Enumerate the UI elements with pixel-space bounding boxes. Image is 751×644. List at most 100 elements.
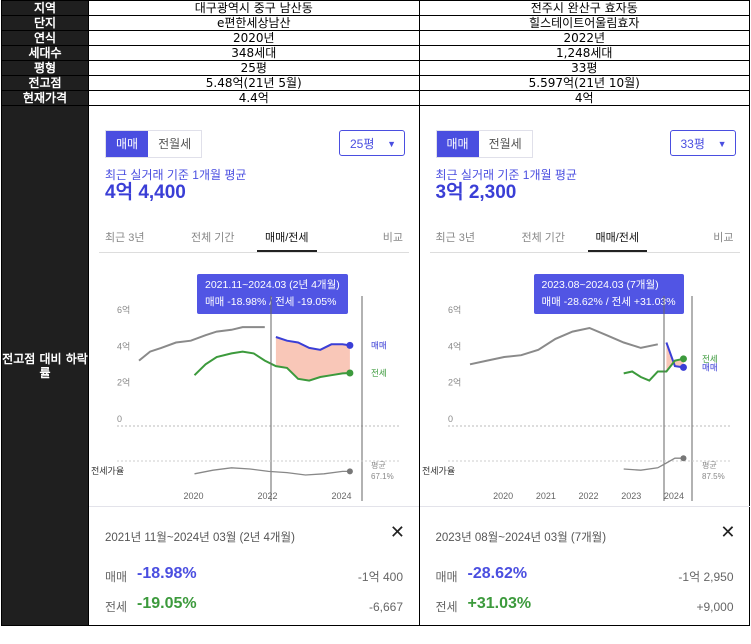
right-region: 전주시 완산구 효자동 [418,0,750,16]
left-pyeong: 25평 [88,60,420,76]
avg-ratio: 67.1% [371,472,394,481]
ratio-line [194,467,350,476]
tab-sale-jeonse[interactable]: 매매/전세 [257,224,317,252]
row-label-year: 연식 [1,30,89,46]
left-current: 4.4억 [88,90,420,106]
ratio-label: 전세가율 [422,466,455,476]
row-label-drop: 전고점 대비 하락률 [1,105,89,626]
jeonse-line [622,357,684,382]
tab-sale[interactable]: 매매 [106,131,149,157]
summary-sale-amount: -1억 400 [357,570,403,584]
avg-tag: 평균 [702,460,717,470]
summary-sale-row: 매매 -18.98% -1억 400 [105,565,403,589]
row-label-pyeong: 평형 [1,60,89,76]
right-pyeong: 33평 [418,60,750,76]
jeonse-end-dot [346,369,354,377]
row-label-region: 지역 [1,0,89,16]
tooltip-range: 2023.08~2024.03 (7개월) [541,279,659,291]
period-tabs: 최근 3년 전체 기간 매매/전세 비교 [99,224,409,253]
left-peak: 5.48억(21년 5월) [88,75,420,91]
summary-jeonse-pct: +31.03% [467,595,532,612]
avg-ratio: 87.5% [702,472,725,481]
left-region: 대구광역시 중구 남산동 [88,0,420,16]
summary-jeonse-amount: -6,667 [368,600,403,614]
x-tick-label: 2023 [621,491,641,501]
right-current: 4억 [418,90,750,106]
tab-rent[interactable]: 전월세 [158,137,192,151]
right-complex: 힐스테이트어울림효자 [418,15,750,31]
summary-jeonse-pct: -19.05% [137,595,197,612]
summary-jeonse-amount: +9,000 [696,600,734,614]
y-tick-label: 0 [117,414,122,424]
range-summary: 2021년 11월~2024년 03월 (2년 4개월) ✕ 매매 -18.98… [89,506,419,626]
summary-sale-pct: -28.62% [467,565,528,582]
close-icon[interactable]: ✕ [720,522,736,542]
size-select-value: 33평 [680,137,705,151]
y-tick-label: 6억 [117,304,130,315]
tab-rent[interactable]: 전월세 [488,137,522,151]
range-summary: 2023년 08월~2024년 03월 (7개월) ✕ 매매 -28.62% -… [419,506,750,626]
summary-sale-label: 매매 [435,570,458,584]
drop-area [275,337,350,381]
left-households: 348세대 [88,45,420,61]
tab-all-period[interactable]: 전체 기간 [521,232,566,244]
comparison-table: 지역 대구광역시 중구 남산동 전주시 완산구 효자동 단지 e편한세상남산 힐… [1,0,750,626]
x-tick-label: 2022 [578,491,598,501]
avg-tag: 평균 [371,460,386,470]
summary-range: 2021년 11월~2024년 03월 (2년 4개월) [105,532,295,544]
y-tick-label: 4억 [448,340,461,351]
summary-jeonse-row: 전세 -19.05% -6,667 [105,595,403,619]
history-line [138,326,265,362]
summary-sale-row: 매매 -28.62% -1억 2,950 [435,565,734,589]
summary-range: 2023년 08월~2024년 03월 (7개월) [435,532,607,544]
x-tick-label: 2020 [184,491,204,501]
size-select[interactable]: 33평 ▼ [669,130,736,156]
right-panel-cell: 매매 전월세 33평 ▼ 최근 실거래 기준 1개월 평균 3억 2,300 최… [418,105,750,626]
right-households: 1,248세대 [418,45,750,61]
summary-sale-pct: -18.98% [137,565,197,582]
left-complex: e편한세상남산 [88,15,420,31]
close-icon[interactable]: ✕ [389,522,405,542]
y-tick-label: 2억 [448,377,461,388]
row-label-peak: 전고점 [1,75,89,91]
jeonse-line [193,350,350,382]
period-tabs: 최근 3년 전체 기간 매매/전세 비교 [429,224,740,253]
x-tick-label: 2021 [535,491,555,501]
tab-compare[interactable]: 비교 [382,232,403,244]
left-year: 2020년 [88,30,420,46]
size-select[interactable]: 25평 ▼ [339,130,405,156]
y-tick-label: 6억 [448,304,461,315]
tab-all-period[interactable]: 전체 기간 [191,232,235,244]
y-tick-label: 2억 [117,377,130,388]
left-chart-panel: 매매 전월세 25평 ▼ 최근 실거래 기준 1개월 평균 4억 4,400 최… [89,106,419,625]
tab-recent-3y[interactable]: 최근 3년 [105,232,145,244]
caret-down-icon: ▼ [717,139,727,149]
size-select-value: 25평 [350,137,375,151]
sale-line [275,336,351,351]
tooltip-range: 2021.11~2024.03 (2년 4개월) [205,279,340,291]
caret-down-icon: ▼ [387,139,396,149]
x-tick-label: 2024 [332,491,352,501]
range-tooltip: 2023.08~2024.03 (7개월) 매매 -28.62% / 전세 +3… [533,274,684,314]
sale-end-dot [346,341,354,349]
legend-jeonse: 전세 [702,354,718,364]
y-tick-label: 4억 [117,340,130,351]
row-label-complex: 단지 [1,15,89,31]
tab-recent-3y[interactable]: 최근 3년 [435,232,476,244]
tab-compare[interactable]: 비교 [713,232,734,244]
right-peak: 5.597억(21년 10월) [418,75,750,91]
drop-area [665,342,683,372]
jeonse-end-dot [679,355,687,363]
tab-sale[interactable]: 매매 [436,131,479,157]
tab-sale-jeonse[interactable]: 매매/전세 [587,224,648,252]
summary-jeonse-label: 전세 [435,600,458,614]
trade-type-toggle: 매매 전월세 [105,130,203,158]
x-tick-label: 2020 [493,491,513,501]
trade-type-toggle: 매매 전월세 [435,130,533,158]
avg-label: 최근 실거래 기준 1개월 평균 [105,168,247,182]
ratio-end-dot [346,468,353,475]
range-tooltip: 2021.11~2024.03 (2년 4개월) 매매 -18.98% / 전세… [197,274,348,314]
ratio-end-dot [679,455,686,462]
